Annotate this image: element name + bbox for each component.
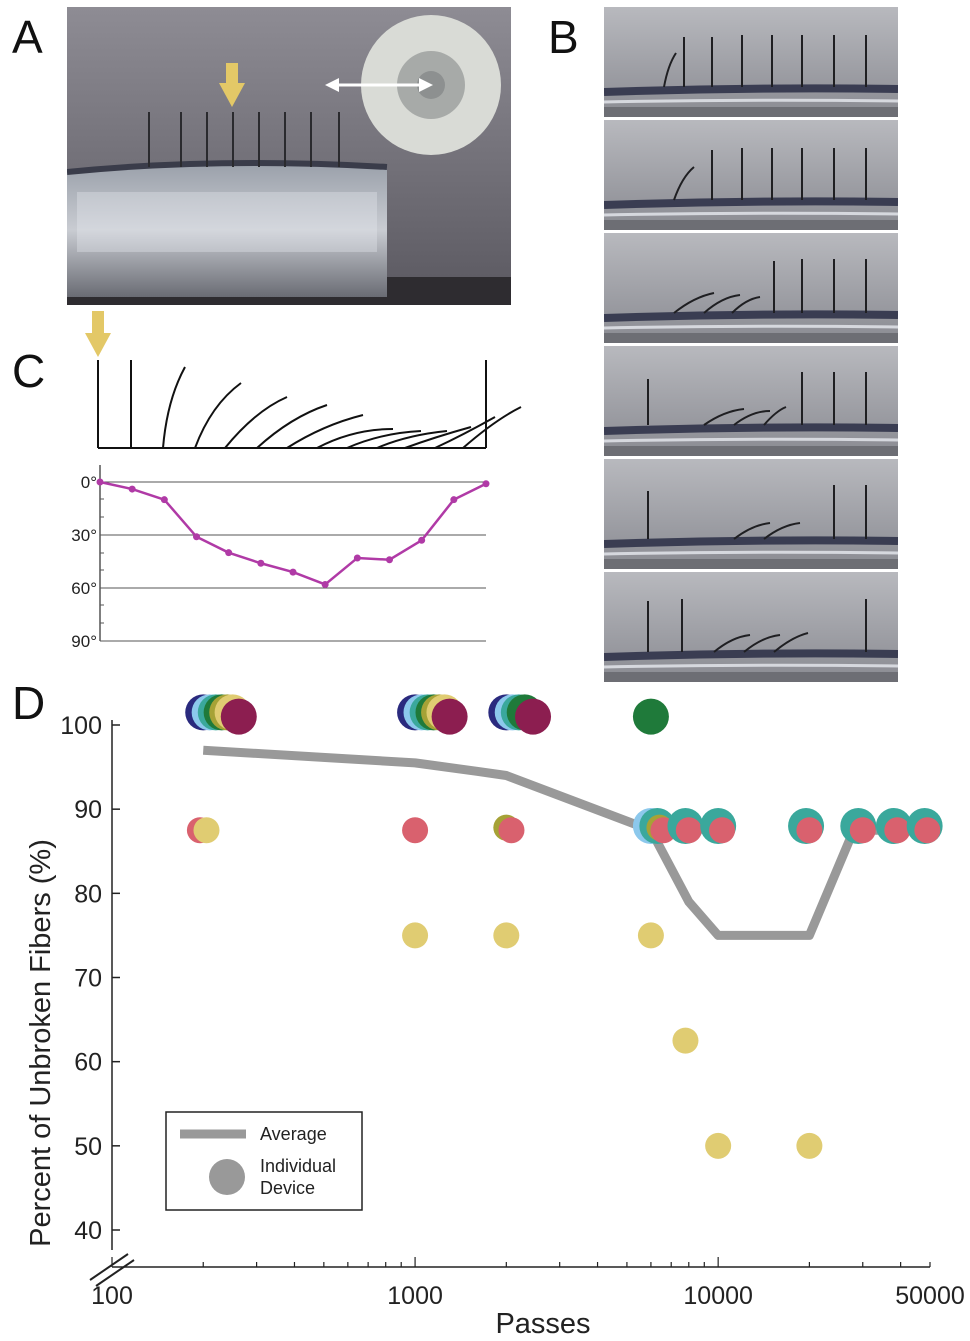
legend: Average Individual Device — [165, 1111, 363, 1211]
device-point — [705, 1132, 732, 1159]
legend-individual-label: Individual Device — [260, 1156, 341, 1198]
device-point — [675, 817, 702, 844]
device-point — [796, 1132, 823, 1159]
x-tick-label: 100 — [91, 1282, 133, 1310]
device-point — [849, 817, 876, 844]
device-point — [914, 817, 941, 844]
y-tick-label: 40 — [74, 1217, 102, 1245]
device-point — [220, 698, 257, 735]
x-tick-label: 1000 — [387, 1282, 443, 1310]
angle-tick-label: 30° — [71, 526, 97, 545]
angle-tick-label: 90° — [71, 632, 97, 651]
angle-point — [96, 478, 104, 486]
device-point — [431, 698, 468, 735]
average-series — [202, 745, 930, 940]
device-point — [498, 817, 525, 844]
angle-point — [450, 496, 458, 504]
device-point — [672, 1027, 699, 1054]
panel-a-photo — [67, 7, 511, 305]
device-point — [884, 817, 911, 844]
device-point — [796, 817, 823, 844]
average-line — [202, 745, 930, 940]
legend-average-label: Average — [260, 1124, 327, 1144]
y-tick-label: 80 — [74, 880, 102, 908]
device-point — [402, 922, 429, 949]
x-tick-label: 50000 — [895, 1282, 965, 1310]
device-point — [709, 817, 736, 844]
device-point — [493, 922, 520, 949]
device-point — [515, 698, 552, 735]
x-tick-label: 10000 — [683, 1282, 753, 1310]
panel-label-a: A — [12, 11, 43, 63]
device-points — [185, 694, 943, 1159]
angle-point — [386, 556, 393, 564]
panel-c-graphic: 0° 30° 60° 90° — [71, 311, 522, 651]
angle-tick-label: 60° — [71, 579, 97, 598]
y-tick-label: 50 — [74, 1133, 102, 1161]
angle-point — [257, 559, 265, 567]
angle-point — [482, 480, 490, 488]
angle-point — [160, 496, 168, 504]
angle-point — [128, 485, 136, 493]
device-point — [637, 922, 664, 949]
angle-point — [225, 549, 233, 557]
device-point — [632, 698, 669, 735]
panel-label-c: C — [12, 345, 46, 397]
angle-point — [289, 568, 297, 576]
panel-b-frames — [604, 7, 898, 682]
fiber-diagram — [97, 360, 522, 449]
angle-gridlines — [100, 481, 486, 642]
panel-label-d: D — [12, 677, 46, 729]
panel-label-b: B — [548, 11, 579, 63]
axis-break-mark — [89, 1253, 129, 1281]
x-axis-label: Passes — [495, 1308, 590, 1340]
y-tick-label: 70 — [74, 965, 102, 993]
angle-point — [193, 533, 200, 541]
y-tick-label: 60 — [74, 1049, 102, 1077]
legend-individual-swatch — [209, 1159, 245, 1195]
device-point — [193, 817, 220, 844]
panel-b-photo-strip — [604, 7, 898, 682]
axis-break-mark — [95, 1259, 135, 1287]
angle-point — [418, 536, 426, 544]
y-axis-label: Percent of Unbroken Fibers (%) — [25, 839, 57, 1247]
panel-a-illustration — [67, 7, 511, 305]
angle-point — [353, 554, 361, 562]
angle-tick-label: 0° — [81, 473, 97, 492]
axes: 40 50 60 70 80 90 100 100 1000 10000 50000 — [60, 712, 964, 1310]
y-tick-label: 100 — [60, 712, 102, 740]
angle-minor-ticks — [100, 498, 104, 624]
y-tick-label: 90 — [74, 796, 102, 824]
panel-c-arrow — [85, 311, 111, 357]
angle-series — [96, 478, 490, 588]
device-point — [402, 817, 429, 844]
angle-point — [321, 580, 329, 588]
panel-d-chart: Percent of Unbroken Fibers (%) Passes 40… — [25, 694, 965, 1340]
